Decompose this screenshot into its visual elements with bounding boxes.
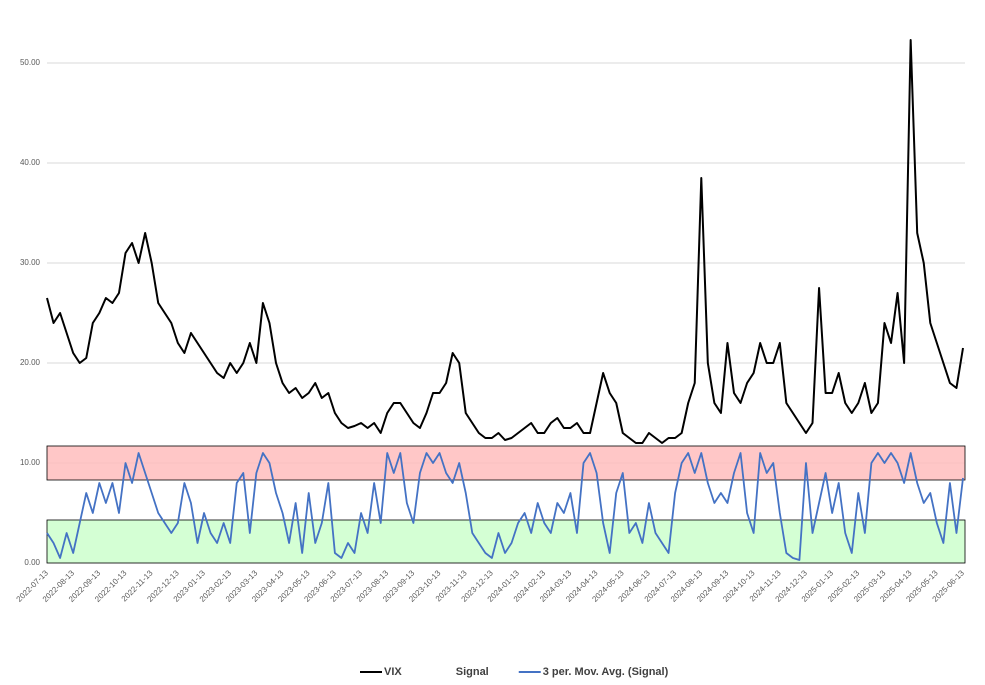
threshold-band [46,519,966,564]
legend-label: 3 per. Mov. Avg. (Signal) [543,666,669,678]
threshold-band [46,445,966,481]
y-tick-label: 10.00 [20,458,41,467]
legend-label: VIX [384,666,402,678]
series-line [46,452,964,561]
y-tick-label: 40.00 [20,158,41,167]
series-line [46,39,964,444]
y-tick-label: 20.00 [20,358,41,367]
y-tick-label: 30.00 [20,258,41,267]
legend-label: Signal [456,666,489,678]
y-tick-label: 0.00 [24,558,40,567]
y-tick-label: 50.00 [20,58,41,67]
